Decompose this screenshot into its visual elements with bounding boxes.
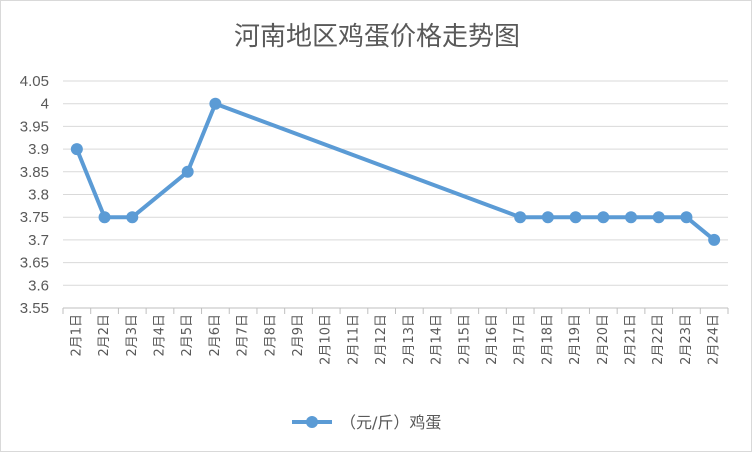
y-tick-label: 4: [41, 96, 49, 113]
data-point: [181, 165, 194, 178]
y-tick-label: 4.05: [20, 73, 49, 90]
y-tick-label: 3.95: [20, 118, 49, 135]
x-tick-label: 2月12日: [374, 314, 389, 365]
x-tick-label: 2月22日: [651, 314, 666, 365]
x-axis-tick-labels: 2月1日 2月2日 2月3日 2月4日 2月5日 2月6日 2月7日 2月8日 2月9日 2月10…: [69, 314, 721, 365]
x-tick-label: 2月24日: [707, 314, 722, 365]
data-point: [597, 211, 610, 224]
data-point: [126, 211, 139, 224]
y-tick-label: 3.6: [28, 277, 49, 294]
data-point: [209, 97, 222, 110]
x-tick-label: 2月21日: [624, 314, 639, 365]
x-tick-label: 2月1日: [69, 314, 84, 357]
data-point: [708, 233, 721, 246]
x-tick-label: 2月14日: [430, 314, 445, 365]
x-tick-label: 2月11日: [346, 314, 361, 365]
y-tick-label: 3.8: [28, 187, 49, 204]
x-tick-label: 2月7日: [236, 314, 251, 357]
x-tick-label: 2月10日: [319, 314, 334, 365]
x-tick-label: 2月15日: [457, 314, 472, 365]
x-tick-label: 2月17日: [513, 314, 528, 365]
chart-title: 河南地区鸡蛋价格走势图: [234, 22, 520, 52]
y-axis-tick-labels: 3.55 3.6 3.65 3.7 3.75 3.8 3.85 3.9 3.95 4 4.05: [20, 73, 49, 317]
legend-label: （元/斤）鸡蛋: [340, 413, 441, 432]
y-tick-label: 3.55: [20, 300, 49, 317]
x-tick-label: 2月6日: [208, 314, 223, 357]
y-tick-label: 3.85: [20, 164, 49, 181]
data-point: [652, 211, 665, 224]
x-tick-label: 2月13日: [402, 314, 417, 365]
gridlines: [63, 80, 728, 309]
data-point: [514, 211, 527, 224]
data-point: [70, 143, 83, 156]
y-tick-label: 3.65: [20, 255, 49, 272]
x-tick-label: 2月18日: [540, 314, 555, 365]
x-tick-label: 2月8日: [263, 314, 278, 357]
x-tick-label: 2月5日: [180, 314, 195, 357]
series-egg-price: [70, 97, 721, 246]
data-point: [680, 211, 693, 224]
x-tick-label: 2月23日: [679, 314, 694, 365]
x-tick-label: 2月9日: [291, 314, 306, 357]
data-point: [98, 211, 111, 224]
data-point: [569, 211, 582, 224]
x-tick-label: 2月2日: [97, 314, 112, 357]
y-tick-label: 3.7: [28, 232, 49, 249]
data-point: [541, 211, 554, 224]
data-point: [625, 211, 638, 224]
x-tick-label: 2月16日: [485, 314, 500, 365]
y-tick-label: 3.9: [28, 141, 49, 158]
legend: （元/斤）鸡蛋: [292, 413, 441, 432]
legend-marker: [306, 416, 318, 428]
y-tick-label: 3.75: [20, 209, 49, 226]
x-tick-label: 2月20日: [596, 314, 611, 365]
x-tick-label: 2月3日: [125, 314, 140, 357]
x-tick-label: 2月19日: [568, 314, 583, 365]
x-axis: [62, 307, 729, 314]
x-tick-label: 2月4日: [152, 314, 167, 357]
